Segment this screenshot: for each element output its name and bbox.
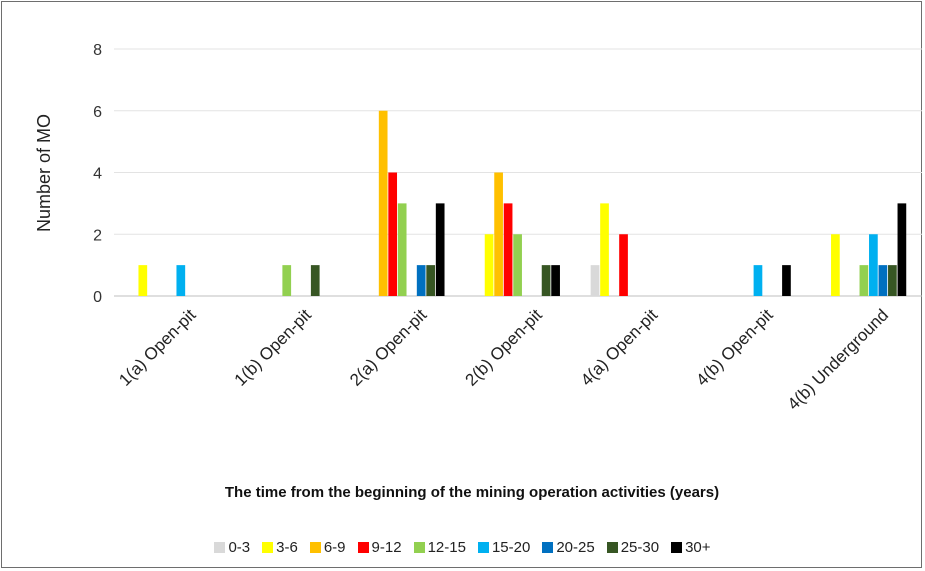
bar	[619, 234, 628, 296]
y-tick-label: 4	[93, 166, 102, 183]
x-category-label: 4(b) Open-pit	[692, 305, 776, 389]
y-tick-label: 0	[93, 289, 102, 306]
bar	[484, 234, 494, 296]
x-category-label: 4(b) Underground	[784, 305, 892, 413]
bar	[426, 265, 436, 296]
bar	[282, 265, 292, 296]
y-tick-label: 6	[93, 104, 102, 121]
legend-label: 25-30	[620, 539, 660, 556]
legend-label: 9-12	[371, 539, 402, 556]
x-category-label: 1(b) Open-pit	[231, 305, 315, 389]
bar	[176, 265, 186, 296]
bar	[878, 265, 888, 296]
legend-item: 30+	[671, 539, 711, 556]
legend-swatch	[357, 542, 369, 553]
x-category-label: 2(b) Open-pit	[462, 305, 546, 389]
bar	[138, 265, 148, 296]
bar	[513, 234, 522, 296]
y-axis-label: Number of MO	[34, 114, 54, 232]
bar	[782, 265, 791, 296]
bars	[138, 110, 907, 296]
y-tick-label: 2	[93, 227, 102, 244]
legend-swatch	[214, 542, 226, 553]
x-axis-label: The time from the beginning of the minin…	[225, 484, 719, 501]
legend-swatch	[262, 542, 274, 553]
legend-item: 6-9	[309, 539, 346, 556]
legend-item: 25-30	[606, 539, 660, 556]
legend-label: 15-20	[491, 539, 531, 556]
legend-item: 12-15	[413, 539, 466, 556]
bar	[378, 110, 388, 296]
bar	[831, 234, 840, 296]
legend-swatch	[413, 542, 425, 553]
legend-swatch	[309, 542, 321, 553]
bar	[388, 172, 398, 296]
bar	[590, 265, 600, 296]
legend: 0-3 3-6 6-9 9-12 12-15 15-20 20-25 25-30 30+	[0, 539, 925, 556]
legend-item: 20-25	[542, 539, 595, 556]
legend-label: 30+	[685, 539, 711, 556]
x-category-label: 1(a) Open-pit	[115, 305, 199, 389]
legend-label: 3-6	[276, 539, 298, 556]
legend-label: 20-25	[556, 539, 595, 556]
y-tick-labels: 0 2 4 6 8	[93, 42, 102, 306]
bar	[859, 265, 869, 296]
x-category-label: 2(a) Open-pit	[346, 305, 430, 389]
legend-swatch	[606, 542, 618, 553]
bar	[888, 265, 897, 296]
bar	[310, 265, 320, 296]
legend-label: 0-3	[228, 539, 251, 556]
bar	[753, 265, 763, 296]
bar	[416, 265, 426, 296]
legend-item: 3-6	[262, 539, 298, 556]
legend-swatch	[542, 542, 554, 553]
legend-item: 0-3	[214, 539, 250, 556]
bar	[435, 203, 445, 296]
legend-label: 6-9	[323, 539, 346, 556]
y-tick-label: 8	[93, 42, 102, 59]
legend-swatch	[671, 542, 683, 553]
bar	[494, 172, 503, 296]
legend-item: 15-20	[477, 539, 531, 556]
x-category-label: 4(a) Open-pit	[577, 305, 661, 389]
bar	[897, 203, 907, 296]
bar	[869, 234, 878, 296]
x-category-labels: 1(a) Open-pit 1(b) Open-pit 2(a) Open-pit 2…	[115, 305, 892, 414]
bar	[503, 203, 513, 296]
legend-item: 9-12	[357, 539, 402, 556]
legend-label: 12-15	[427, 539, 466, 556]
legend-swatch	[477, 542, 489, 553]
bar	[541, 265, 551, 296]
bar	[397, 203, 407, 296]
bar	[551, 265, 560, 296]
bar	[600, 203, 609, 296]
